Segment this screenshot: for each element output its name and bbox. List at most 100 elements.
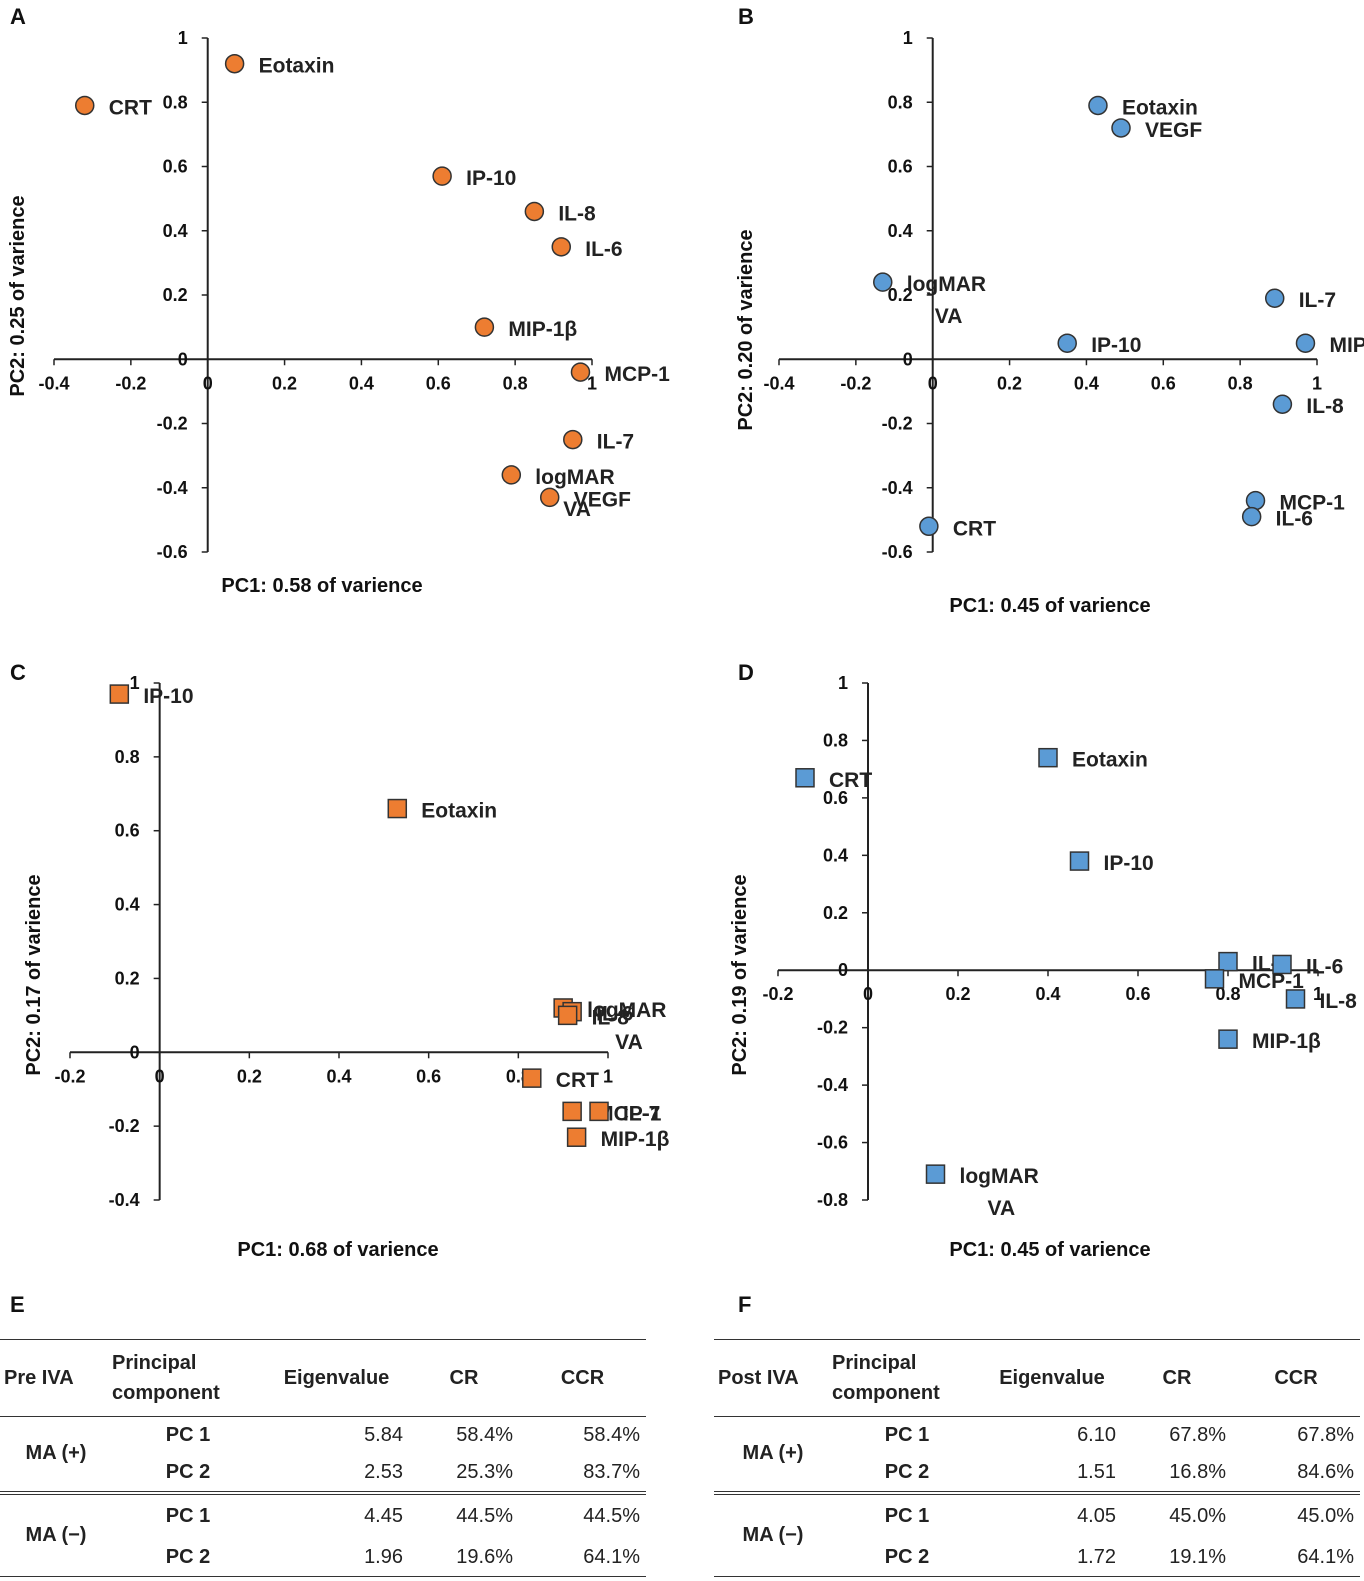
point-label: IL-8 xyxy=(558,202,596,225)
point-label: VEGF xyxy=(574,488,631,511)
pc-cell: PC 2 xyxy=(165,1461,211,1483)
data-point xyxy=(795,768,815,788)
header-cell: CR xyxy=(1162,1366,1192,1389)
point-label: MCP-1 xyxy=(1280,492,1346,515)
y-tick-label: 0.6 xyxy=(823,788,848,808)
header-cell: CCR xyxy=(1274,1366,1318,1389)
point-label: IL-6 xyxy=(1276,508,1313,531)
y-tick-label: 0.8 xyxy=(823,730,848,750)
x-tick-label: 0.4 xyxy=(326,1066,351,1086)
scatter-plot-b: -0.4 -0.2 0 0.2 0.4 0.6 0.8 1 1 0.8 0.6 0.4 0.2 0 -0.2… xyxy=(735,28,1364,617)
x-tick-label: -0.4 xyxy=(38,373,69,393)
y-tick-label: 0 xyxy=(130,1042,140,1062)
data-point xyxy=(1218,951,1238,972)
cr-cell: 45.0% xyxy=(1169,1505,1226,1527)
y-tick-label: 0 xyxy=(903,349,913,369)
y-tick-label: 0.6 xyxy=(115,821,140,841)
header-cell: Post IVA xyxy=(718,1366,799,1389)
x-tick-label: 0 xyxy=(155,1066,165,1086)
header-cell: CR xyxy=(449,1366,479,1389)
x-tick-label: 0.6 xyxy=(1125,984,1150,1004)
table-row: MA (+) PC 1 6.10 67.8% 67.8% xyxy=(714,1417,1360,1464)
y-tick-label: 0.4 xyxy=(115,895,140,915)
data-point xyxy=(551,237,572,257)
data-point xyxy=(1285,989,1306,1009)
group-cell: MA (−) xyxy=(742,1523,804,1546)
data-point xyxy=(1264,288,1285,308)
data-point xyxy=(1272,954,1292,975)
y-tick-label: -0.6 xyxy=(157,542,188,562)
data-point xyxy=(387,798,408,819)
y-tick-label: -0.6 xyxy=(882,542,913,562)
data-point xyxy=(432,166,452,186)
y-axis-title: PC2: 0.17 of varience xyxy=(23,874,45,1075)
table-row: MA (−) PC 1 4.45 44.5% 44.5% xyxy=(0,1493,646,1546)
point-label: VEGF xyxy=(1145,119,1202,142)
data-point xyxy=(1218,1029,1238,1049)
ccr-cell: 64.1% xyxy=(1297,1545,1354,1568)
pc-cell: PC 1 xyxy=(165,1424,211,1447)
data-point xyxy=(1204,969,1225,989)
data-point xyxy=(1088,95,1108,116)
ccr-cell: 58.4% xyxy=(583,1424,640,1447)
header-cell: Pre IVA xyxy=(4,1366,74,1389)
y-tick-label: 1 xyxy=(903,28,913,48)
data-point xyxy=(1245,490,1266,511)
x-tick-label: -0.2 xyxy=(840,373,871,393)
x-tick-label: 0.6 xyxy=(1151,373,1176,393)
panel-letter-f: F xyxy=(738,1292,751,1317)
table-row: MA (+) PC 1 5.84 58.4% 58.4% xyxy=(0,1417,646,1464)
header-cell: CCR xyxy=(560,1366,605,1389)
y-tick-label: 1 xyxy=(838,673,848,693)
y-tick-label: 0.2 xyxy=(823,903,848,923)
point-label: Eotaxin xyxy=(421,800,497,823)
x-axis-title: PC1: 0.45 of varience xyxy=(949,595,1150,617)
point-label: MIP-1β xyxy=(508,318,577,341)
y-tick-label: 0.8 xyxy=(888,92,913,112)
x-tick-label: 1 xyxy=(1312,373,1322,393)
point-label: CRT xyxy=(953,517,996,540)
x-tick-label: 0.8 xyxy=(1215,984,1240,1004)
eigen-cell: 5.84 xyxy=(364,1424,403,1447)
panel-letter-d: D xyxy=(738,660,754,685)
data-point xyxy=(522,1068,542,1088)
panel-letter-c: C xyxy=(10,660,26,685)
group-cell: MA (+) xyxy=(25,1442,87,1465)
data-point xyxy=(925,1164,946,1184)
data-point xyxy=(1069,851,1090,871)
data-point xyxy=(919,516,939,537)
data-point xyxy=(74,95,95,116)
y-axis-title: PC2: 0.20 of varience xyxy=(735,229,757,430)
point-label: logMAR xyxy=(587,999,666,1022)
data-point xyxy=(570,362,591,382)
header-cell: Eigenvalue xyxy=(999,1366,1105,1389)
eigen-cell: 4.05 xyxy=(1077,1505,1116,1527)
x-tick-label: -0.2 xyxy=(762,984,793,1004)
data-point xyxy=(109,684,130,704)
point-label: IL-6 xyxy=(596,1003,633,1026)
x-tick-label: 0.2 xyxy=(272,373,297,393)
data-point xyxy=(1111,118,1131,138)
eigen-table-pre: Pre IVA Principal component Eigenvalue C… xyxy=(0,1339,646,1577)
table-f: Post IVA Principal component Eigenvalue … xyxy=(714,1339,1360,1577)
x-axis-title: PC1: 0.68 of varience xyxy=(237,1239,438,1261)
x-tick-label: 0.6 xyxy=(426,373,451,393)
point-label: MCP-1 xyxy=(1239,970,1305,993)
x-tick-label: 0.2 xyxy=(997,373,1022,393)
eigen-cell: 1.96 xyxy=(364,1545,403,1568)
data-point xyxy=(562,1101,582,1122)
x-tick-label: 1 xyxy=(1313,984,1323,1004)
pc-cell: PC 1 xyxy=(884,1505,930,1527)
ccr-cell: 45.0% xyxy=(1297,1505,1354,1527)
point-label: Eotaxin xyxy=(1122,96,1198,119)
ccr-cell: 44.5% xyxy=(583,1505,640,1527)
y-tick-label: 1 xyxy=(130,673,140,693)
y-tick-label: 0.2 xyxy=(163,285,188,305)
x-tick-label: -0.4 xyxy=(763,373,794,393)
point-label: IL-7 xyxy=(1299,289,1336,312)
y-tick-label: 0 xyxy=(838,960,848,980)
x-tick-label: 0 xyxy=(863,984,873,1004)
x-tick-label: 1 xyxy=(587,373,597,393)
y-tick-label: 0.4 xyxy=(163,221,188,241)
x-axis-title: PC1: 0.45 of varience xyxy=(949,1239,1150,1261)
